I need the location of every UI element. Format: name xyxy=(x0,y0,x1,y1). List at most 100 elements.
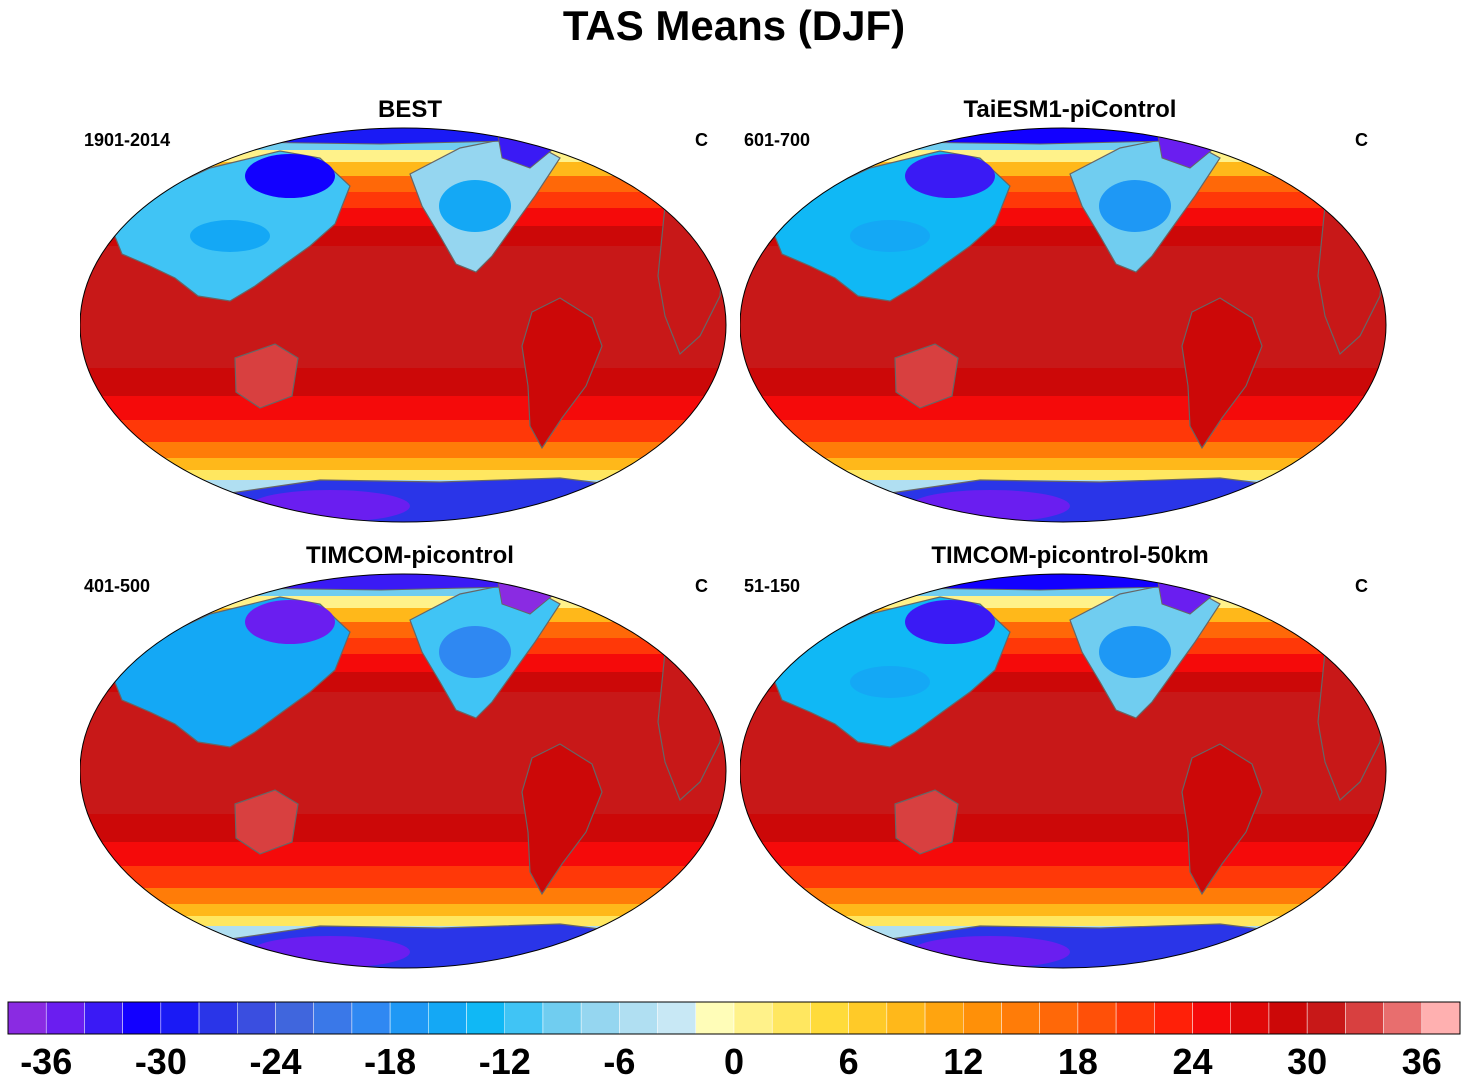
colorbar-swatch xyxy=(466,1001,505,1035)
colorbar-swatch xyxy=(619,1001,658,1035)
lat-band xyxy=(740,96,1400,113)
colorbar-swatch xyxy=(160,1001,200,1035)
colorbar-swatch xyxy=(1039,1001,1079,1035)
colorbar-swatch xyxy=(1192,1001,1231,1035)
period-label: 401-500 xyxy=(84,576,151,596)
lat-band xyxy=(80,336,726,369)
lat-band xyxy=(740,842,1386,867)
colorbar-swatch xyxy=(237,1001,276,1035)
colorbar-tick-label: 0 xyxy=(724,1041,744,1082)
lat-band xyxy=(80,542,740,559)
lat-band xyxy=(80,528,740,536)
central-asia-cold xyxy=(850,666,930,698)
period-label: 601-700 xyxy=(744,130,811,150)
colorbar-tick-label: 18 xyxy=(1058,1041,1098,1082)
colorbar-tick-label: -30 xyxy=(135,1041,187,1082)
colorbar-swatch xyxy=(733,1001,773,1035)
lat-band xyxy=(740,396,1386,421)
colorbar: -36 -30 -24 -18 -12 -6 0 6 12 18 24 30 36 xyxy=(7,1001,1461,1082)
lat-band xyxy=(80,814,726,843)
canada-cold-pool xyxy=(439,626,511,678)
lat-band xyxy=(80,442,726,459)
temperature-map xyxy=(80,96,740,536)
colorbar-swatch xyxy=(1306,1001,1346,1035)
colorbar-swatch xyxy=(351,1001,391,1035)
siberia-cold-pool xyxy=(245,154,335,198)
lat-band xyxy=(80,596,726,609)
colorbar-swatch xyxy=(695,1001,735,1035)
colorbar-swatch xyxy=(45,1001,85,1035)
colorbar-frame xyxy=(7,1001,1461,1035)
units-label: C xyxy=(695,130,708,150)
colorbar-swatch xyxy=(1001,1001,1040,1035)
lat-band xyxy=(740,904,1386,917)
siberia-cold-pool xyxy=(245,600,335,644)
colorbar-swatch xyxy=(275,1001,314,1035)
colorbar-swatch xyxy=(1268,1001,1308,1035)
colorbar-tick-label: 30 xyxy=(1287,1041,1327,1082)
colorbar-swatch xyxy=(771,1001,811,1035)
australia-landmass xyxy=(234,789,299,855)
period-label: 1901-2014 xyxy=(84,130,171,150)
period-label: 51-150 xyxy=(744,576,801,596)
southamerica-landmass xyxy=(521,743,603,896)
colorbar-swatch xyxy=(389,1001,429,1035)
colorbar-tick-label: 6 xyxy=(839,1041,859,1082)
lat-band xyxy=(80,112,740,127)
lat-band xyxy=(740,974,1400,982)
lat-band xyxy=(740,368,1386,397)
lat-band xyxy=(80,458,726,471)
temperature-map xyxy=(740,542,1400,982)
colorbar-swatch xyxy=(1421,1001,1461,1035)
lat-band xyxy=(80,904,726,917)
southamerica-landmass xyxy=(521,297,603,450)
canada-cold-pool xyxy=(1099,626,1171,678)
colorbar-swatch xyxy=(84,1001,123,1035)
colorbar-swatch xyxy=(810,1001,849,1035)
panel-title: TIMCOM-picontrol-50km xyxy=(931,542,1209,569)
colorbar-tick-label: 24 xyxy=(1173,1041,1213,1082)
colorbar-swatch xyxy=(122,1001,162,1035)
lat-band xyxy=(740,558,1400,573)
units-label: C xyxy=(1355,130,1368,150)
panel-taiesm1: TaiESM1-piControl 601-700 C xyxy=(740,96,1400,536)
colorbar-swatch xyxy=(1115,1001,1155,1035)
lat-band xyxy=(80,96,740,113)
lat-band xyxy=(740,542,1400,559)
colorbar-swatch xyxy=(1230,1001,1270,1035)
colorbar-swatch xyxy=(542,1001,582,1035)
lat-band xyxy=(740,150,1386,163)
colorbar-swatch xyxy=(313,1001,353,1035)
colorbar-tick-label: 12 xyxy=(943,1041,983,1082)
panel-title: BEST xyxy=(377,96,442,123)
lat-band xyxy=(740,916,1386,927)
map-outline xyxy=(740,573,1387,969)
temperature-map xyxy=(740,96,1400,523)
colorbar-swatch xyxy=(198,1001,238,1035)
lat-band xyxy=(80,470,726,481)
lat-band xyxy=(80,974,740,982)
colorbar-swatch xyxy=(7,1001,47,1035)
lat-band xyxy=(740,596,1386,609)
australia-landmass xyxy=(894,343,959,409)
figure-title: TAS Means (DJF) xyxy=(562,2,906,49)
colorbar-swatch xyxy=(848,1001,888,1035)
units-label: C xyxy=(695,576,708,596)
lat-band xyxy=(740,458,1386,471)
lat-band xyxy=(740,420,1386,443)
colorbar-swatch xyxy=(924,1001,964,1035)
lat-band xyxy=(80,368,726,397)
lat-band xyxy=(80,150,726,163)
panel-title: TIMCOM-picontrol xyxy=(306,542,514,569)
colorbar-swatch xyxy=(1077,1001,1117,1035)
colorbar-swatch xyxy=(504,1001,544,1035)
lat-band xyxy=(740,336,1386,369)
colorbar-swatch xyxy=(1154,1001,1193,1035)
panel-title: TaiESM1-piControl xyxy=(963,96,1177,123)
colorbar-swatch xyxy=(580,1001,620,1035)
lat-band xyxy=(740,442,1386,459)
lat-band xyxy=(740,782,1386,815)
lat-band xyxy=(80,888,726,905)
panel-best: BEST 1901-2014 C xyxy=(80,96,740,536)
temperature-map xyxy=(80,542,740,982)
